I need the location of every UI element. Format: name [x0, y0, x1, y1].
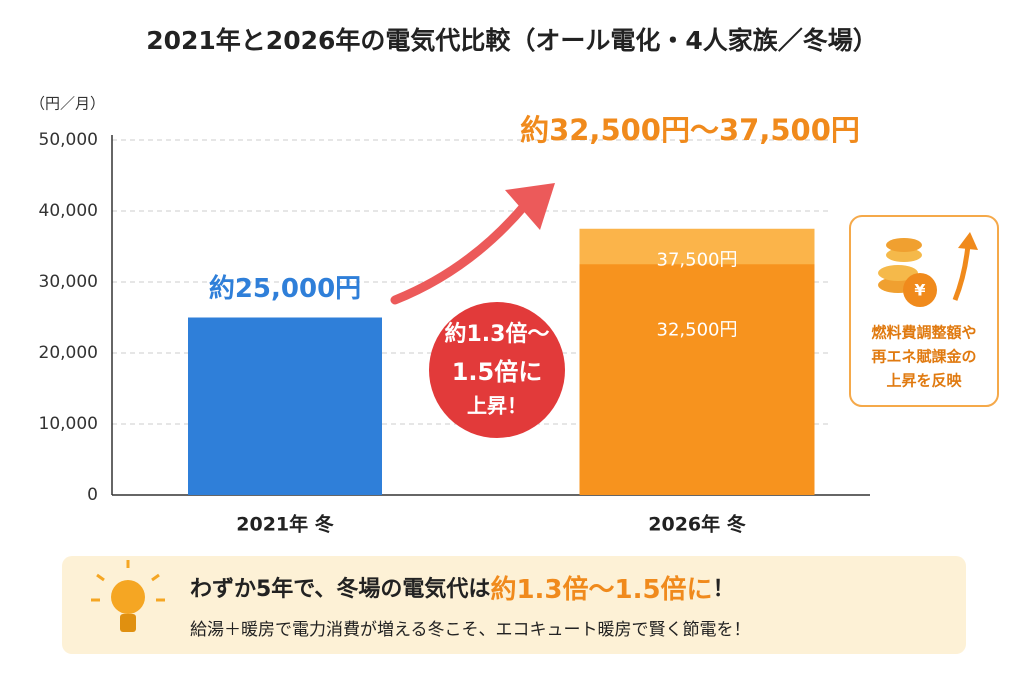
range-label: 約32,500円～37,500円 — [520, 113, 860, 147]
arrow — [390, 200, 530, 305]
reason-line: 再エネ賦課金の — [871, 348, 976, 366]
reason-line: 上昇を反映 — [886, 372, 962, 390]
y-tick-label: 0 — [87, 485, 98, 505]
y-tick-label: 40,000 — [39, 201, 98, 221]
bulb-icon — [91, 560, 165, 632]
headline-part: ！ — [713, 577, 735, 602]
reason-box — [849, 215, 999, 407]
plot: 0 10,000 20,000 30,000 40,000 50,000 2021年 冬 20… — [39, 130, 870, 536]
headline-part: わずか5年で、冬場の電気代は — [190, 576, 490, 602]
increase-text: 約1.3倍～ 1.5倍に 上昇！ — [445, 321, 550, 418]
svg-text:¥: ¥ — [914, 281, 925, 300]
y-tick-label: 30,000 — [39, 272, 98, 292]
increase-badge — [429, 302, 565, 438]
badge-line: 約1.3倍～ — [445, 321, 550, 347]
x-tick-label: 2026年 冬 — [648, 513, 746, 536]
headline-highlight: 約1.3倍～1.5倍に — [490, 574, 712, 605]
y-tick-label: 50,000 — [39, 130, 98, 150]
bar — [579, 264, 815, 495]
bar — [188, 317, 382, 495]
reason-line: 燃料費調整額や — [871, 324, 976, 342]
y-tick-label: 20,000 — [39, 343, 98, 363]
x-tick-label: 2021年 冬 — [236, 513, 334, 536]
coin-icon: ¥ — [878, 232, 978, 307]
badge-line: 上昇！ — [467, 394, 527, 418]
y-tick-label: 10,000 — [39, 414, 98, 434]
footer-note: 給湯＋暖房で電力消費が増える冬こそ、エコキュート暖房で賢く節電を！ — [190, 620, 751, 640]
chart-title: 2021年と2026年の電気代比較（オール電化・4人家族／冬場） — [146, 26, 878, 55]
footer-headline: わずか5年で、冬場の電気代は約1.3倍～1.5倍に！ — [190, 574, 735, 605]
arrow-head — [505, 183, 555, 230]
value-label: 約25,000円 — [209, 273, 361, 304]
value-label: 37,500円 — [657, 250, 738, 271]
footer-box — [62, 556, 966, 654]
badge-line: 1.5倍に — [452, 358, 543, 386]
y-unit: （円／月） — [30, 95, 105, 113]
value-label: 32,500円 — [657, 319, 738, 340]
reason-text: 燃料費調整額や 再エネ賦課金の 上昇を反映 — [871, 324, 976, 390]
